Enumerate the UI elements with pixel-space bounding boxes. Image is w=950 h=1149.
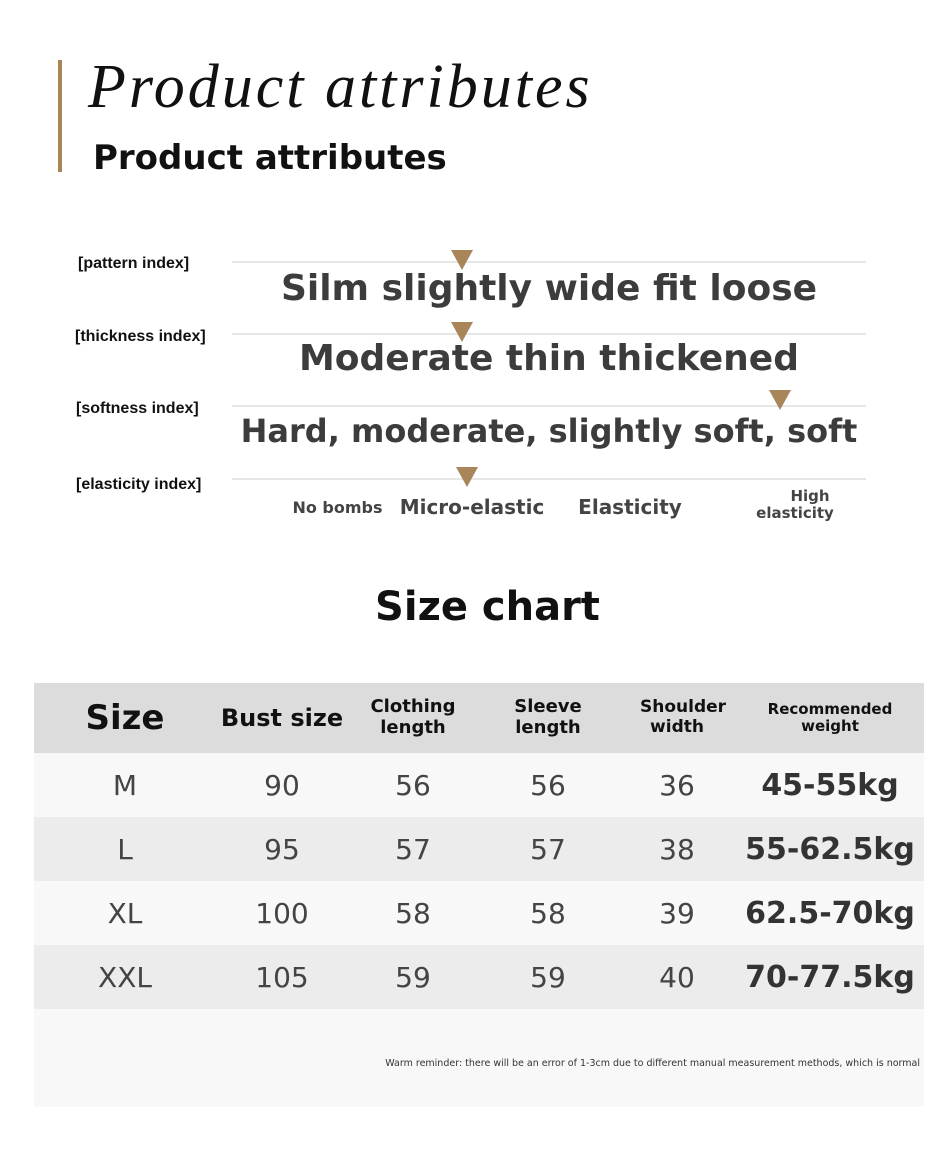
table-row: L 95 57 57 38 55-62.5kg: [34, 817, 924, 881]
column-header: Shoulder width: [640, 697, 727, 737]
divider: [232, 478, 866, 480]
measurement-note: Warm reminder: there will be an error of…: [385, 1058, 920, 1069]
softness-value: Hard, moderate, slightly soft, soft: [240, 412, 858, 450]
table-row: M 90 56 56 36 45-55kg: [34, 753, 924, 817]
column-header: Size: [85, 698, 165, 738]
table-cell: 70-77.5kg: [745, 959, 915, 995]
table-cell: 58: [530, 896, 566, 930]
table-cell: 36: [659, 768, 695, 802]
script-title: Product attributes: [88, 53, 593, 121]
option-line: elasticity: [756, 504, 834, 522]
column-header: Bust size: [220, 704, 344, 732]
table-row: XXL 105 59 59 40 70-77.5kg: [34, 945, 924, 1009]
table-cell: L: [117, 832, 133, 866]
table-cell: 95: [264, 832, 300, 866]
pattern-value: Silm slightly wide fit loose: [280, 268, 818, 309]
elasticity-option: Micro-elastic: [399, 495, 545, 519]
table-cell: 39: [659, 896, 695, 930]
column-header: Clothing length: [370, 696, 456, 738]
table-row: XL 100 58 58 39 62.5-70kg: [34, 881, 924, 945]
size-table: Size Bust size Clothing length Sleeve lengt…: [34, 683, 924, 1107]
table-cell: XXL: [98, 960, 152, 994]
table-cell: 59: [395, 960, 431, 994]
elasticity-option: High elasticity: [735, 488, 855, 522]
table-footer: [34, 1009, 924, 1107]
option-line: High: [790, 487, 830, 505]
divider: [232, 333, 866, 335]
arrow-down-icon: [456, 467, 478, 487]
thickness-index-label: [thickness index]: [75, 328, 206, 345]
table-cell: 58: [395, 896, 431, 930]
table-cell: 40: [659, 960, 695, 994]
table-cell: 105: [255, 960, 309, 994]
table-cell: 56: [395, 768, 431, 802]
arrow-down-icon: [451, 322, 473, 342]
table-header: Size Bust size Clothing length Sleeve lengt…: [34, 683, 924, 753]
column-header: Recommended weight: [767, 699, 893, 735]
table-cell: XL: [107, 896, 143, 930]
table-cell: 55-62.5kg: [745, 831, 915, 867]
table-cell: 57: [395, 832, 431, 866]
table-cell: 100: [255, 896, 309, 930]
accent-bar: [58, 60, 62, 172]
softness-index-label: [softness index]: [76, 400, 199, 417]
pattern-index-label: [pattern index]: [78, 255, 190, 272]
elasticity-index-label: [elasticity index]: [76, 476, 202, 493]
arrow-down-icon: [769, 390, 791, 410]
thickness-value: Moderate thin thickened: [298, 338, 799, 379]
table-cell: 45-55kg: [761, 767, 899, 803]
elasticity-option: Elasticity: [578, 495, 682, 519]
table-cell: 59: [530, 960, 566, 994]
divider: [232, 405, 866, 407]
column-header: Sleeve length: [514, 696, 582, 738]
table-cell: 56: [530, 768, 566, 802]
divider: [232, 261, 866, 263]
table-cell: 38: [659, 832, 695, 866]
table-cell: M: [112, 768, 138, 802]
arrow-down-icon: [451, 250, 473, 270]
table-cell: 57: [530, 832, 566, 866]
table-cell: 90: [264, 768, 300, 802]
size-chart-title: Size chart: [375, 584, 600, 630]
page-title: Product attributes: [93, 138, 447, 178]
elasticity-option: No bombs: [292, 498, 383, 517]
table-cell: 62.5-70kg: [745, 895, 915, 931]
